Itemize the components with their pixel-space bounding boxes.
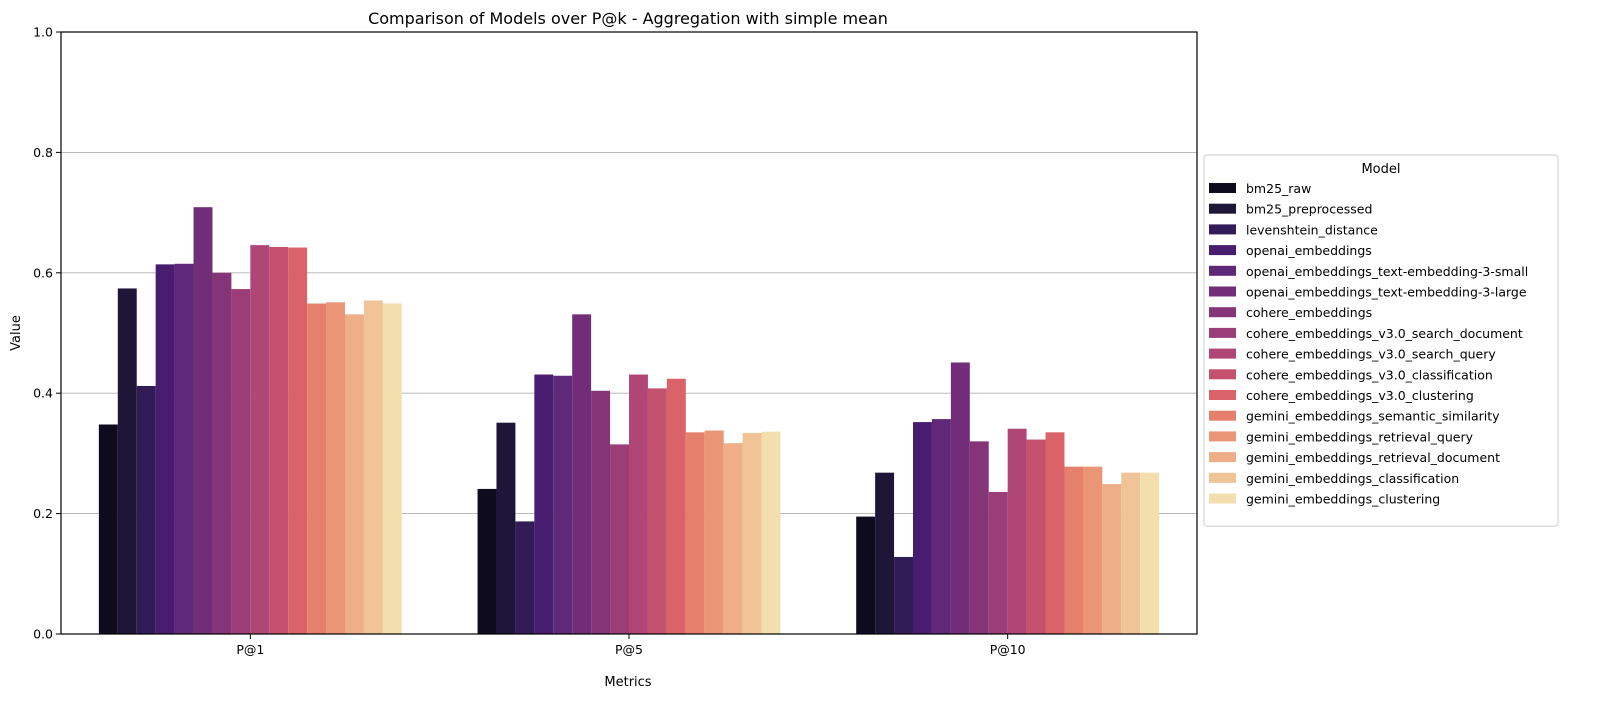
- bar: [326, 302, 345, 634]
- legend: Model bm25_raw bm25_preprocessed levenshtei…: [1203, 154, 1559, 527]
- bar: [875, 472, 895, 634]
- legend-swatch: [1209, 286, 1236, 297]
- y-tick-label: 0.4: [33, 386, 53, 401]
- legend-label: openai_embeddings_text-embedding-3-small: [1246, 264, 1528, 279]
- bar: [117, 288, 137, 634]
- legend-swatch: [1209, 493, 1236, 504]
- bar: [894, 556, 913, 634]
- legend-label: gemini_embeddings_semantic_similarity: [1246, 409, 1500, 424]
- legend-label: bm25_preprocessed: [1246, 202, 1372, 217]
- bar: [1026, 439, 1046, 634]
- legend-label: levenshtein_distance: [1246, 222, 1378, 237]
- legend-label: gemini_embeddings_clustering: [1246, 492, 1440, 507]
- legend-swatch: [1209, 183, 1236, 193]
- bar: [913, 422, 932, 634]
- legend-swatch: [1209, 348, 1236, 359]
- legend-label: cohere_embeddings_v3.0_search_document: [1246, 326, 1523, 341]
- legend-label: openai_embeddings: [1246, 243, 1372, 258]
- y-tick-label: 0.0: [33, 627, 53, 642]
- legend-swatch: [1209, 452, 1236, 463]
- x-tick-label: P@1: [236, 642, 264, 657]
- legend-label: cohere_embeddings_v3.0_classification: [1246, 367, 1493, 382]
- bar: [345, 314, 364, 634]
- bar: [704, 430, 724, 634]
- bar: [931, 419, 951, 634]
- bar: [496, 422, 516, 634]
- bar: [534, 374, 554, 634]
- y-axis-label: Value: [9, 315, 24, 351]
- chart-title: Comparison of Models over P@k - Aggregat…: [368, 9, 888, 28]
- legend-swatch: [1209, 410, 1236, 421]
- bar: [231, 289, 251, 634]
- legend-label: cohere_embeddings_v3.0_search_query: [1246, 347, 1496, 362]
- legend-title: Model: [1361, 162, 1400, 177]
- bar: [136, 385, 156, 634]
- legend-label: gemini_embeddings_classification: [1246, 471, 1459, 486]
- bar: [250, 245, 270, 634]
- bar: [856, 516, 876, 634]
- legend-swatch: [1209, 203, 1236, 214]
- bar: [572, 314, 592, 634]
- bar: [950, 362, 970, 634]
- bar: [363, 300, 383, 634]
- bar: [1045, 432, 1065, 634]
- bar: [1102, 484, 1122, 634]
- bar: [969, 441, 989, 634]
- legend-label: cohere_embeddings_v3.0_clustering: [1246, 388, 1474, 403]
- bars-group: [98, 207, 1160, 635]
- bar: [307, 303, 327, 634]
- bar: [1140, 472, 1160, 634]
- bar: [382, 303, 402, 634]
- bar: [666, 378, 686, 634]
- bar: [288, 247, 308, 635]
- bar: [477, 488, 497, 634]
- legend-label: gemini_embeddings_retrieval_query: [1246, 429, 1474, 444]
- bar: [1007, 428, 1027, 634]
- x-axis: P@1 P@5 P@10: [236, 634, 1026, 657]
- legend-swatch: [1209, 245, 1236, 256]
- x-tick-label: P@10: [990, 642, 1026, 657]
- legend-swatch: [1209, 327, 1236, 338]
- bar: [761, 431, 781, 634]
- legend-label: gemini_embeddings_retrieval_document: [1246, 450, 1500, 465]
- y-tick-label: 1.0: [33, 25, 53, 40]
- bar: [647, 388, 667, 634]
- x-axis-label: Metrics: [604, 675, 651, 690]
- bar: [212, 272, 232, 634]
- bar: [742, 432, 762, 634]
- bar: [515, 521, 535, 634]
- bar: [193, 207, 213, 634]
- legend-swatch: [1209, 472, 1236, 483]
- y-tick-label: 0.2: [33, 506, 53, 521]
- bar: [1064, 466, 1084, 634]
- y-tick-label: 0.6: [33, 265, 53, 280]
- bar: [553, 375, 573, 634]
- legend-swatch: [1209, 307, 1236, 318]
- bar: [591, 390, 611, 634]
- x-tick-label: P@5: [615, 642, 643, 657]
- bar: [1083, 466, 1103, 634]
- bar: [1121, 472, 1141, 634]
- bar: [269, 246, 289, 634]
- bar: [629, 374, 648, 634]
- bar: [98, 424, 118, 634]
- y-axis: 0.0 0.2 0.4 0.6 0.8 1.0: [33, 25, 61, 642]
- legend-swatch: [1209, 369, 1236, 380]
- legend-swatch: [1209, 390, 1236, 400]
- bar: [174, 263, 194, 634]
- bar: [723, 443, 743, 634]
- legend-swatch: [1209, 265, 1236, 276]
- legend-swatch: [1209, 431, 1236, 442]
- legend-swatch: [1209, 224, 1236, 235]
- y-tick-label: 0.8: [33, 145, 53, 160]
- bar: [685, 432, 705, 634]
- legend-label: bm25_raw: [1246, 181, 1311, 196]
- legend-label: openai_embeddings_text-embedding-3-large: [1246, 285, 1527, 300]
- legend-frame: [1203, 154, 1559, 527]
- bar: [155, 264, 175, 634]
- bar: [610, 444, 629, 634]
- legend-label: cohere_embeddings: [1246, 305, 1372, 320]
- bar: [988, 491, 1008, 634]
